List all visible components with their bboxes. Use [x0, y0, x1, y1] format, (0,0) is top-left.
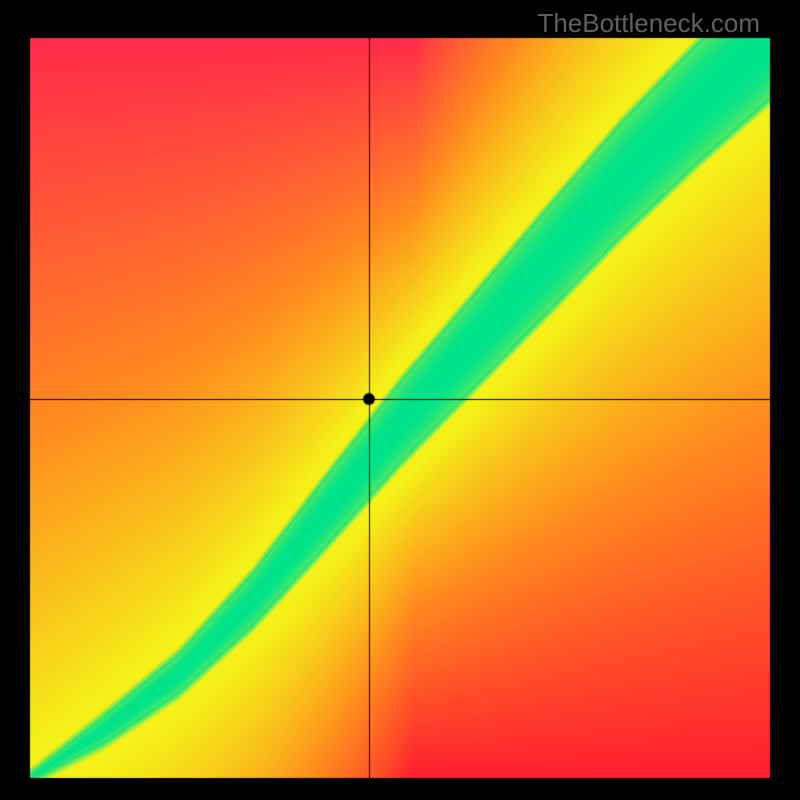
watermark-text: TheBottleneck.com [537, 8, 760, 39]
bottleneck-heatmap [0, 0, 800, 800]
